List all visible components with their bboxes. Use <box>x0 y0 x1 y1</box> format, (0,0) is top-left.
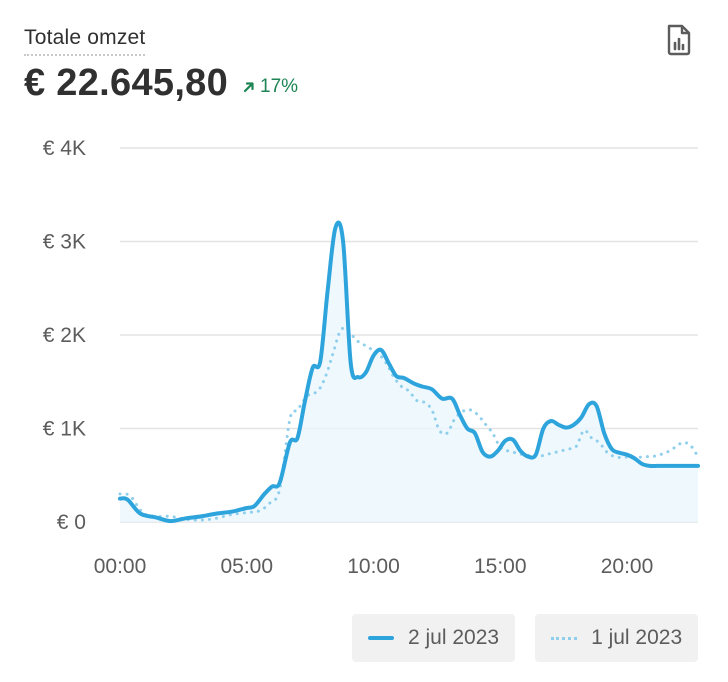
x-tick-label: 05:00 <box>220 555 273 578</box>
x-tick-label: 15:00 <box>474 555 527 578</box>
y-tick-label: € 1K <box>43 418 86 441</box>
dotted-line-swatch <box>551 636 578 640</box>
series-line-current <box>118 220 700 524</box>
series-area-current <box>120 222 698 522</box>
change-indicator: 17% <box>242 76 298 98</box>
legend-label-current: 2 jul 2023 <box>408 626 500 649</box>
y-tick-label: € 4K <box>43 137 86 160</box>
solid-line-swatch <box>368 636 394 640</box>
line-chart: € 4K € 3K € 2K € 1K € 0 00:00 05:00 10:00 15:00 2… <box>43 137 700 578</box>
chart-legend: 2 jul 2023 1 jul 2023 <box>352 614 699 662</box>
arrow-up-right-icon <box>243 81 254 92</box>
legend-item-current[interactable]: 2 jul 2023 <box>352 614 516 662</box>
change-percent: 17% <box>260 75 299 97</box>
total-value: € 22.645,80 <box>24 62 229 104</box>
legend-item-previous[interactable]: 1 jul 2023 <box>535 614 699 662</box>
total-row: € 22.645,80 17% <box>24 62 298 105</box>
y-tick-label: € 0 <box>57 511 86 534</box>
y-tick-label: € 2K <box>43 324 86 347</box>
series-line-previous <box>118 326 700 522</box>
y-tick-label: € 3K <box>43 231 86 254</box>
chart-title[interactable]: Totale omzet <box>24 26 146 56</box>
report-icon <box>667 24 691 56</box>
x-tick-label: 10:00 <box>347 555 400 578</box>
report-button[interactable] <box>662 22 696 58</box>
legend-label-previous: 1 jul 2023 <box>591 626 683 649</box>
x-tick-label: 00:00 <box>94 555 147 578</box>
x-tick-label: 20:00 <box>601 555 654 578</box>
chart-header: Totale omzet € 22.645,80 17% <box>24 26 298 105</box>
